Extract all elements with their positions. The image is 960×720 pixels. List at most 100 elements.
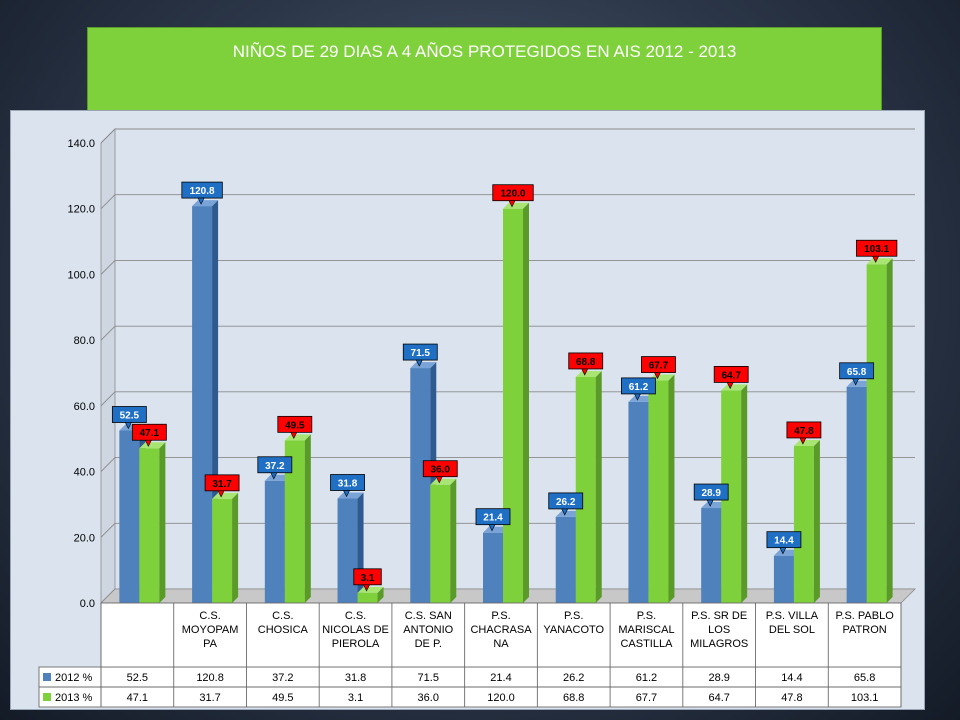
- y-tick-label: 100.0: [67, 269, 95, 281]
- series-2013-bar: [357, 592, 378, 603]
- series-2013-bar-top: [357, 586, 384, 593]
- series-2013-bar-top: [866, 258, 893, 265]
- y-tick-label: 0.0: [80, 598, 95, 610]
- data-table-cell: 31.8: [345, 672, 366, 684]
- series-2012-bar: [119, 430, 140, 603]
- series-2013-bar-top: [212, 492, 239, 499]
- series-2012-data-label: 52.5: [120, 411, 140, 422]
- category-label: CHOSICA: [258, 624, 309, 636]
- legend-key-2013: [43, 693, 51, 701]
- series-2013-bar: [793, 445, 814, 603]
- data-table-cell: 61.2: [636, 672, 657, 684]
- y-tick-label: 60.0: [74, 401, 95, 413]
- legend-label-2013: 2013 %: [55, 692, 93, 704]
- category-label: MARISCAL: [618, 624, 674, 636]
- category-label: P.S.: [637, 610, 656, 622]
- series-2012-data-label-pointer: [415, 359, 423, 367]
- category-label: PA: [203, 638, 218, 650]
- series-2012-data-label: 31.8: [338, 479, 358, 490]
- category-label: CASTILLA: [620, 638, 673, 650]
- data-table-cell: 47.1: [127, 692, 148, 704]
- category-label: P.S. SR DE: [691, 610, 747, 622]
- category-label: C.S.: [345, 610, 366, 622]
- series-2012-data-label-pointer: [488, 524, 496, 532]
- series-2012-data-label: 28.9: [701, 488, 721, 499]
- series-2013-bar: [430, 484, 451, 603]
- series-2012-data-label-pointer: [852, 378, 860, 386]
- chart-title: NIÑOS DE 29 DIAS A 4 AÑOS PROTEGIDOS EN …: [232, 42, 737, 61]
- series-2013-data-label-pointer: [144, 439, 152, 447]
- series-2012-bar-top: [701, 502, 728, 509]
- series-2012-bar-top: [264, 474, 291, 481]
- category-label: P.S. PABLO: [835, 610, 894, 622]
- chart-side-wall: [100, 128, 116, 604]
- series-2012-bar-top: [773, 549, 800, 556]
- series-2012-data-label-pointer: [343, 490, 351, 498]
- data-table-cell: 28.9: [708, 672, 729, 684]
- data-table-cell: 31.7: [199, 692, 220, 704]
- data-table-cell: 67.7: [636, 692, 657, 704]
- category-label: MOYOPAM: [182, 624, 239, 636]
- title-banner: NIÑOS DE 29 DIAS A 4 AÑOS PROTEGIDOS EN …: [87, 27, 882, 111]
- gridline: [100, 259, 915, 275]
- series-2013-data-label: 103.1: [864, 244, 889, 255]
- category-label: C.S.: [199, 610, 220, 622]
- series-2012-bar-side: [357, 492, 364, 603]
- series-2012-bar-top: [410, 362, 437, 369]
- series-2013-bar-top: [503, 202, 529, 209]
- series-2012-bar-top: [555, 510, 582, 517]
- series-2013-bar-side: [813, 439, 820, 603]
- data-table-cell: 68.8: [563, 692, 584, 704]
- series-2013-data-label-pointer: [508, 200, 516, 208]
- series-2013-data-label-pointer: [653, 372, 661, 380]
- series-2012-bar: [701, 508, 722, 603]
- series-2013-data-label-pointer: [799, 437, 807, 445]
- y-tick-label: 80.0: [74, 335, 95, 347]
- category-label: NA: [493, 638, 509, 650]
- series-2013-data-label: 68.8: [576, 357, 596, 368]
- category-label: PATRON: [843, 624, 887, 636]
- series-2013-data-label: 49.5: [285, 420, 305, 431]
- series-2013-bar-side: [450, 478, 457, 603]
- series-2013-bar: [212, 498, 233, 603]
- series-2012-data-label: 14.4: [774, 536, 794, 547]
- series-2013-data-label: 47.1: [140, 428, 160, 439]
- category-label: C.S.: [272, 610, 293, 622]
- series-2012-bar-top: [846, 380, 873, 387]
- series-2012-data-label-pointer: [633, 393, 641, 401]
- series-2013-data-label: 47.8: [794, 426, 814, 437]
- series-2012-data-label: 37.2: [265, 461, 285, 472]
- series-2012-data-label: 71.5: [411, 348, 431, 359]
- data-table-cell: 103.1: [851, 692, 879, 704]
- data-table-cell: 64.7: [708, 692, 729, 704]
- series-2013-data-label-pointer: [435, 476, 443, 484]
- y-tick-label: 120.0: [67, 204, 95, 216]
- bar-chart: 0.020.040.060.080.0100.0120.0140.052.547…: [38, 128, 916, 708]
- category-label: PIEROLA: [332, 638, 380, 650]
- series-2012-bar: [846, 386, 867, 603]
- series-2012-bar-top: [628, 395, 655, 402]
- data-table-cell: 26.2: [563, 672, 584, 684]
- category-label: P.S.: [564, 610, 583, 622]
- series-2013-bar-side: [741, 384, 748, 603]
- series-2012-data-label-pointer: [124, 422, 132, 430]
- category-label: ANTONIO: [403, 624, 453, 636]
- series-2012-bar: [337, 498, 358, 603]
- category-label: NICOLAS DE: [322, 624, 389, 636]
- series-2013-bar-side: [159, 442, 166, 603]
- series-2013-bar-side: [668, 374, 675, 603]
- series-2013-bar: [284, 440, 305, 603]
- data-table-cell: 120.0: [487, 692, 515, 704]
- series-2012-data-label: 120.8: [190, 186, 215, 197]
- y-tick-label: 140.0: [67, 138, 95, 150]
- category-label: YANACOTO: [543, 624, 604, 636]
- data-table-cell: 14.4: [781, 672, 802, 684]
- gridline: [100, 325, 915, 341]
- category-label: P.S.: [491, 610, 510, 622]
- legend-key-2012: [43, 673, 51, 681]
- series-2012-data-label-pointer: [561, 508, 569, 516]
- data-table-cell: 47.8: [781, 692, 802, 704]
- series-2012-data-label-pointer: [197, 197, 205, 205]
- series-2013-data-label: 67.7: [649, 361, 669, 372]
- series-2013-bar: [575, 376, 596, 603]
